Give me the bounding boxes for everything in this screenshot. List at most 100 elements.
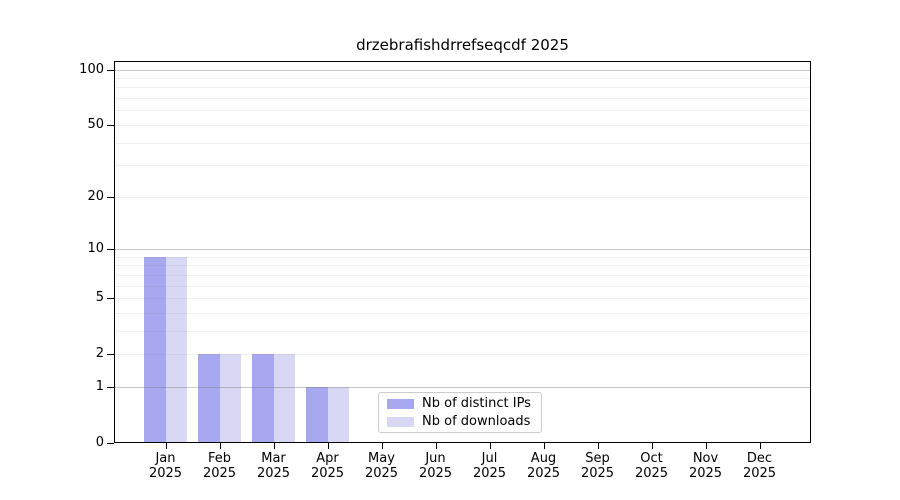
bar-distinct-ips [144,256,166,442]
x-tick-label: Aug 2025 [514,451,574,481]
x-tick-label: Dec 2025 [730,451,790,481]
gridline-major [115,386,810,388]
y-tick-mark [107,124,114,126]
gridline-minor [115,285,810,287]
x-tick-year: 2025 [148,466,183,481]
y-tick-mark [107,443,114,444]
x-tick-mark [219,443,221,449]
x-tick-mark [759,443,761,449]
legend-label-downloads: Nb of downloads [422,414,531,429]
x-tick-label: Sep 2025 [568,451,628,481]
y-tick-label: 1 [95,378,104,394]
x-tick-label: May 2025 [352,451,412,481]
x-tick-mark [597,443,599,449]
x-tick-mark [705,443,707,449]
bar-downloads [219,354,241,442]
gridline-minor [115,330,810,332]
x-tick-year: 2025 [310,466,345,481]
x-tick-month: Dec [746,451,773,466]
x-tick-label: Oct 2025 [622,451,682,481]
x-tick-label: Jan 2025 [136,451,196,481]
x-tick-mark [165,443,167,449]
bar-distinct-ips [198,354,220,442]
y-tick-label: 2 [95,346,104,362]
gridline-minor [115,124,810,126]
gridline-major [115,249,810,250]
x-tick-mark [435,443,437,449]
x-tick-year: 2025 [688,466,723,481]
gridline-minor [115,265,810,267]
x-tick-year: 2025 [742,466,777,481]
x-tick-label: Mar 2025 [244,451,304,481]
bar-distinct-ips [252,354,274,442]
bar-downloads [327,386,349,442]
x-tick-month: Mar [261,451,286,466]
legend-swatch-distinct-ips [387,398,414,409]
y-tick-mark [107,69,114,71]
x-tick-year: 2025 [256,466,291,481]
y-tick-label: 0 [95,435,104,450]
y-tick-label: 100 [79,61,104,77]
x-tick-mark [651,443,653,449]
gridline-minor [115,256,810,258]
x-tick-mark [489,443,491,449]
y-tick-mark [107,386,114,388]
y-tick-label: 5 [95,290,104,305]
x-tick-year: 2025 [526,466,561,481]
x-tick-mark [381,443,383,449]
gridline-minor [115,274,810,276]
y-tick-mark [107,249,114,250]
x-tick-mark [273,443,275,449]
x-tick-label: Feb 2025 [190,451,250,481]
legend-item-downloads: Nb of downloads [387,414,541,429]
x-tick-year: 2025 [418,466,453,481]
x-tick-mark [543,443,545,449]
gridline-minor [115,354,810,356]
gridline-minor [115,78,810,79]
bar-downloads [165,256,187,442]
bar-distinct-ips [306,386,328,442]
legend-label-distinct-ips: Nb of distinct IPs [422,396,531,411]
bar-downloads [273,354,295,442]
y-tick-mark [107,196,114,198]
x-tick-year: 2025 [472,466,507,481]
chart-title: drzebrafishdrrefseqcdf 2025 [356,36,569,54]
x-tick-month: Sep [585,451,610,466]
gridline-minor [115,298,810,299]
x-tick-month: Aug [530,451,557,466]
y-tick-label: 50 [87,116,104,132]
x-tick-year: 2025 [202,466,237,481]
chart-legend: Nb of distinct IPs Nb of downloads [378,392,542,433]
x-tick-year: 2025 [364,466,399,481]
y-tick-mark [107,298,114,299]
x-tick-label: Apr 2025 [298,451,358,481]
x-tick-mark [327,443,329,449]
gridline-minor [115,196,810,198]
x-tick-month: Nov [692,451,719,466]
x-tick-month: Apr [316,451,339,466]
gridline-minor [115,110,810,112]
x-tick-month: May [368,451,395,466]
legend-swatch-downloads [387,416,414,427]
x-tick-month: Oct [640,451,663,466]
legend-item-distinct-ips: Nb of distinct IPs [387,396,541,411]
x-tick-month: Feb [207,451,232,466]
x-tick-month: Jun [425,451,446,466]
y-tick-label: 20 [87,188,104,204]
gridline-minor [115,98,810,100]
x-tick-year: 2025 [634,466,669,481]
x-tick-month: Jul [481,451,498,466]
x-tick-label: Jul 2025 [460,451,520,481]
gridline-major [115,69,810,71]
gridline-minor [115,87,810,89]
x-tick-year: 2025 [580,466,615,481]
y-tick-mark [107,354,114,356]
gridline-minor [115,142,810,144]
gridline-minor [115,312,810,314]
x-tick-label: Jun 2025 [406,451,466,481]
gridline-minor [115,165,810,167]
y-tick-label: 10 [87,241,104,256]
x-tick-label: Nov 2025 [676,451,736,481]
x-tick-month: Jan [155,451,176,466]
